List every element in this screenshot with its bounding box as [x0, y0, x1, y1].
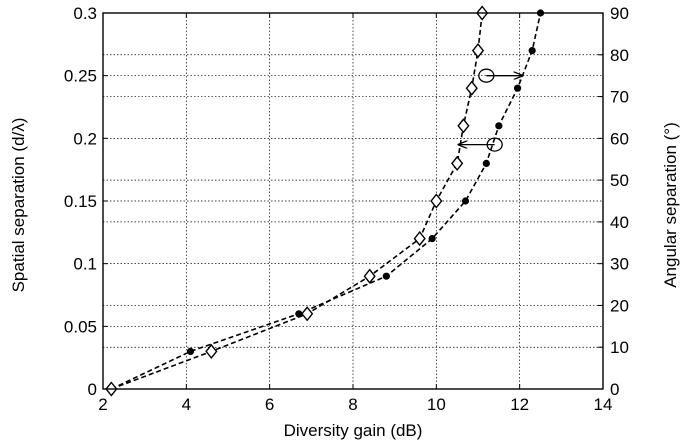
axis-indicator-diamond — [478, 68, 522, 83]
data-point-dot — [495, 122, 503, 130]
data-point-diamond — [301, 306, 314, 322]
y-right-axis-label: Angular separation (°) — [661, 122, 680, 288]
grid-layer — [103, 13, 603, 389]
data-point-dot — [382, 272, 390, 280]
x-tick-label: 4 — [182, 395, 191, 414]
y-right-tick-label: 80 — [610, 46, 629, 65]
y-left-tick-label: 0.3 — [73, 4, 97, 23]
y-right-tick-label: 30 — [610, 255, 629, 274]
data-point-diamond — [457, 118, 470, 134]
x-axis-ticks: 2 4 6 8 10 12 14 — [98, 13, 612, 414]
data-point-diamond — [205, 343, 218, 360]
y-left-tick-label: 0.25 — [64, 67, 97, 86]
x-tick-label: 2 — [98, 395, 107, 414]
y-left-tick-label: 0.15 — [64, 192, 97, 211]
y-left-tick-label: 0.1 — [73, 255, 97, 274]
annotation-layer — [459, 68, 523, 152]
y-right-tick-label: 10 — [610, 338, 629, 357]
series-line — [110, 12, 542, 390]
y-right-tick-label: 20 — [610, 296, 629, 315]
data-point-diamond — [465, 80, 478, 96]
y-right-tick-label: 70 — [610, 88, 629, 107]
y-left-tick-label: 0.2 — [73, 129, 97, 148]
data-point-diamond — [363, 268, 376, 284]
y-right-tick-label: 0 — [610, 380, 619, 399]
x-tick-label: 8 — [348, 395, 357, 414]
series-diamond — [105, 5, 489, 397]
data-point-dot — [482, 159, 490, 167]
data-point-diamond — [471, 42, 485, 59]
data-point-diamond — [451, 155, 464, 172]
y-left-axis-ticks: 0 0.05 0.1 0.15 0.2 0.25 0.3 — [64, 4, 108, 399]
data-point-dot — [513, 84, 522, 92]
data-point-dot — [528, 47, 536, 55]
y-right-tick-label: 40 — [610, 213, 629, 232]
x-tick-label: 12 — [510, 395, 529, 414]
x-tick-label: 10 — [427, 395, 446, 414]
data-point-diamond — [413, 230, 426, 247]
data-point-dot — [186, 347, 195, 355]
axis-indicator-dot — [459, 137, 503, 152]
y-left-tick-label: 0.05 — [64, 317, 97, 336]
y-right-tick-label: 60 — [610, 129, 629, 148]
data-point-dot — [428, 235, 436, 243]
data-point-diamond — [430, 193, 443, 209]
y-right-axis-ticks: 0 10 20 30 40 50 60 70 80 90 — [598, 4, 629, 399]
x-axis-label: Diversity gain (dB) — [284, 421, 423, 440]
x-tick-label: 6 — [265, 395, 274, 414]
data-point-dot — [461, 197, 470, 205]
y-left-tick-label: 0 — [88, 380, 97, 399]
y-right-tick-label: 90 — [610, 4, 629, 23]
y-right-tick-label: 50 — [610, 171, 629, 190]
x-tick-label: 14 — [594, 395, 613, 414]
y-left-axis-label: Spatial separation (d/λ) — [9, 118, 28, 293]
